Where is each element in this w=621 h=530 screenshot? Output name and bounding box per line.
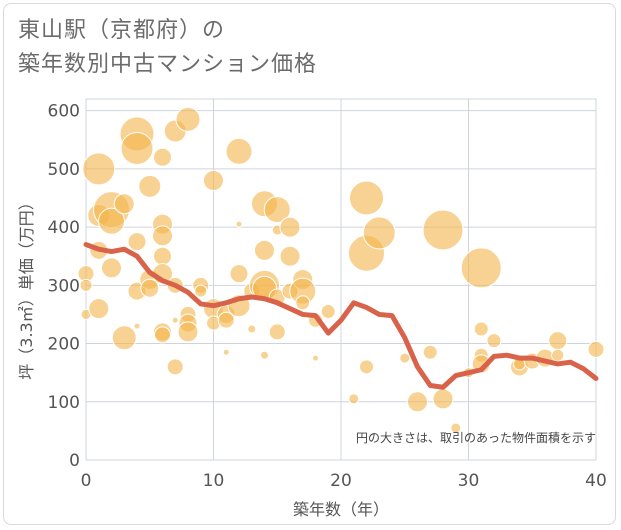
trend-line xyxy=(83,242,599,390)
y-tick-label: 400 xyxy=(48,218,80,238)
x-tick-label: 40 xyxy=(585,471,607,491)
bubble-point xyxy=(229,264,249,284)
bubble-point xyxy=(111,325,137,351)
x-tick-label: 30 xyxy=(458,471,480,491)
bubble-point xyxy=(120,131,154,165)
bubble-point xyxy=(222,348,230,356)
bubble-point xyxy=(133,322,141,330)
chart-title: 東山駅（京都府）の 築年数別中古マンション価格 xyxy=(18,14,317,82)
bubble-point xyxy=(177,321,199,343)
bubble-point xyxy=(152,225,173,247)
x-tick-label: 0 xyxy=(81,471,92,491)
tick-labels: 0 100 200 300 400 500 600 0 10 20 30 40 xyxy=(48,102,607,491)
bubble-point xyxy=(263,196,291,224)
bubble-point xyxy=(473,321,489,337)
bubble-point xyxy=(235,220,243,228)
bubble-point xyxy=(551,348,565,362)
bubble-point xyxy=(79,278,93,292)
bubble-series xyxy=(77,106,605,434)
bubble-point xyxy=(225,137,253,165)
bubble-point xyxy=(171,316,179,324)
size-note: 円の大きさは、取引のあった物件面積を示す xyxy=(356,430,596,445)
bubble-point xyxy=(587,340,605,358)
bubble-point xyxy=(279,216,301,238)
bubble-point xyxy=(422,209,464,251)
y-axis-label: 坪（3.3㎡）単価（万円） xyxy=(17,194,36,379)
bubble-point xyxy=(348,393,360,405)
title-line-1: 東山駅（京都府）の xyxy=(18,18,226,43)
bubble-point xyxy=(486,333,502,349)
bubble-point xyxy=(88,298,110,320)
bubble-point xyxy=(113,193,135,215)
bubble-point xyxy=(138,174,162,198)
bubble-point xyxy=(98,207,125,235)
bubble-point xyxy=(166,358,184,376)
bubble-point xyxy=(359,359,374,375)
title-line-2: 築年数別中古マンション価格 xyxy=(18,52,318,77)
bubble-point xyxy=(140,278,160,298)
bubble-point xyxy=(399,352,411,364)
bubble-point xyxy=(175,106,201,132)
bubble-point xyxy=(295,295,311,311)
y-tick-label: 600 xyxy=(48,102,80,122)
bubble-point xyxy=(194,284,208,298)
x-axis-label: 築年数（年） xyxy=(293,500,389,519)
bubble-point xyxy=(460,247,502,289)
bubble-point xyxy=(247,324,257,334)
y-tick-label: 100 xyxy=(48,393,80,413)
bubble-point xyxy=(268,323,286,341)
y-tick-label: 300 xyxy=(48,276,80,296)
bubble-point xyxy=(153,246,172,266)
bubble-point xyxy=(312,354,319,362)
bubble-point xyxy=(203,170,224,192)
grid-lines xyxy=(85,98,597,461)
y-tick-label: 0 xyxy=(69,451,80,471)
bubble-point xyxy=(101,257,122,279)
bubble-point xyxy=(432,388,454,410)
bubble-point xyxy=(407,391,428,413)
bubble-point xyxy=(260,350,269,360)
bubble-point xyxy=(548,331,568,351)
bubble-point xyxy=(320,304,336,320)
bubble-point xyxy=(82,152,116,186)
y-tick-label: 500 xyxy=(48,160,80,180)
bubble-point xyxy=(349,180,384,216)
bubble-point xyxy=(362,216,396,250)
bubble-point xyxy=(254,239,275,261)
bubble-point xyxy=(154,326,171,344)
bubble-point xyxy=(422,344,438,360)
y-tick-label: 200 xyxy=(48,335,80,355)
x-tick-label: 10 xyxy=(203,471,225,491)
bubble-point xyxy=(127,232,147,252)
bubble-point xyxy=(153,147,172,167)
x-tick-label: 20 xyxy=(330,471,352,491)
bubble-point xyxy=(217,311,235,329)
bubble-point xyxy=(450,422,462,434)
bubble-point xyxy=(279,245,301,267)
